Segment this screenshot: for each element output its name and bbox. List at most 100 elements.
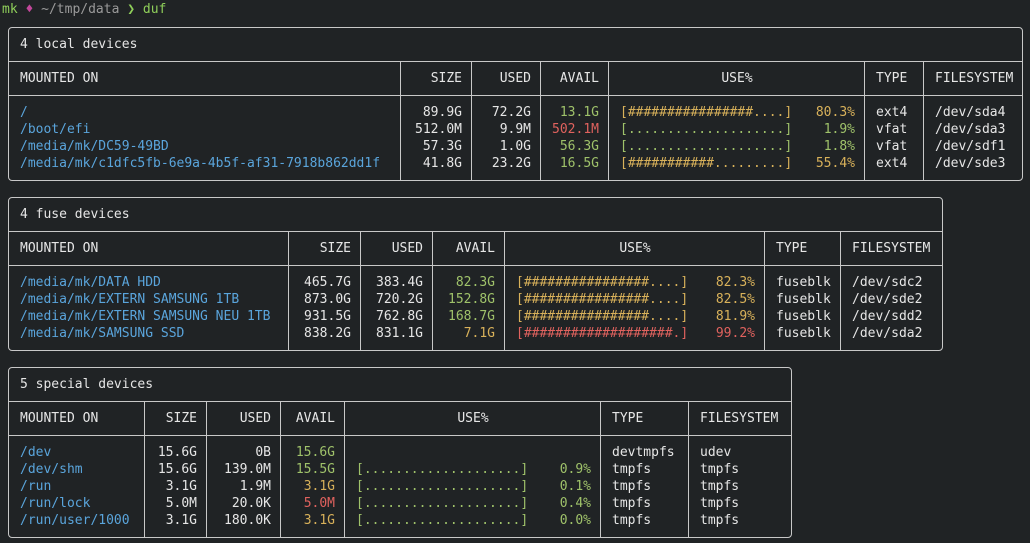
column-header-filesystem[interactable]: FILESYSTEM	[935, 71, 1014, 86]
prompt-command: duf	[142, 2, 167, 17]
cell-filesystem: tmpfs	[700, 513, 740, 528]
usage-percent: 80.3%	[815, 105, 855, 120]
title-separator	[9, 61, 1022, 62]
usage-bar: [################....]	[516, 309, 689, 324]
usage-bar: [....................]	[356, 462, 529, 477]
cell-size: 3.1G	[165, 513, 197, 528]
column-header-use[interactable]: USE%	[457, 411, 489, 426]
cell-size: 15.6G	[157, 445, 197, 460]
cell-used: 139.0M	[224, 462, 271, 477]
cell-used: 1.9M	[239, 479, 271, 494]
column-separator	[471, 61, 472, 180]
column-header-use[interactable]: USE%	[721, 71, 753, 86]
cell-filesystem: /dev/sdf1	[935, 139, 1006, 154]
cell-avail: 16.5G	[559, 156, 599, 171]
mount-path[interactable]: /dev/shm	[20, 462, 83, 477]
usage-bar: [....................]	[620, 139, 793, 154]
usage-bar: [....................]	[356, 479, 529, 494]
mount-path[interactable]: /media/mk/SAMSUNG SSD	[20, 326, 185, 341]
header-separator	[9, 435, 791, 436]
cell-filesystem: tmpfs	[700, 479, 740, 494]
cell-type: tmpfs	[612, 462, 652, 477]
usage-percent: 0.9%	[559, 462, 591, 477]
usage-bar: [################....]	[516, 275, 689, 290]
usage-percent: 1.9%	[823, 122, 855, 137]
cell-size: 931.5G	[304, 309, 351, 324]
cell-size: 3.1G	[165, 479, 197, 494]
cell-size: 57.3G	[422, 139, 462, 154]
cell-avail: 3.1G	[303, 479, 335, 494]
cell-filesystem: /dev/sda2	[852, 326, 923, 341]
cell-avail: 13.1G	[559, 105, 599, 120]
column-separator	[764, 231, 765, 350]
column-header-filesystem[interactable]: FILESYSTEM	[852, 241, 931, 256]
column-header-size[interactable]: SIZE	[430, 71, 462, 86]
cell-size: 465.7G	[304, 275, 351, 290]
column-header-mount[interactable]: MOUNTED ON	[20, 411, 99, 426]
cell-size: 41.8G	[422, 156, 462, 171]
column-header-used[interactable]: USED	[391, 241, 423, 256]
header-separator	[9, 95, 1022, 96]
cell-filesystem: udev	[700, 445, 732, 460]
column-header-type[interactable]: TYPE	[876, 71, 908, 86]
mount-path[interactable]: /	[20, 105, 28, 120]
usage-bar: [################....]	[516, 292, 689, 307]
mount-path[interactable]: /media/mk/EXTERN SAMSUNG 1TB	[20, 292, 240, 307]
column-header-type[interactable]: TYPE	[776, 241, 808, 256]
fuse-devices-title: 4 fuse devices	[20, 207, 130, 222]
usage-bar: [################....]	[620, 105, 793, 120]
mount-path[interactable]: /run/lock	[20, 496, 91, 511]
column-separator	[608, 61, 609, 180]
cell-avail: 3.1G	[303, 513, 335, 528]
column-header-size[interactable]: SIZE	[165, 411, 197, 426]
cell-type: fuseblk	[776, 309, 831, 324]
usage-percent: 0.1%	[559, 479, 591, 494]
mount-path[interactable]: /media/mk/DATA HDD	[20, 275, 161, 290]
mount-path[interactable]: /run	[20, 479, 52, 494]
column-separator	[923, 61, 924, 180]
usage-bar: [....................]	[620, 122, 793, 137]
cell-filesystem: /dev/sda3	[935, 122, 1006, 137]
cell-used: 762.8G	[376, 309, 423, 324]
cell-avail: 7.1G	[463, 326, 495, 341]
cell-used: 831.1G	[376, 326, 423, 341]
cell-filesystem: /dev/sde2	[852, 292, 923, 307]
cell-type: fuseblk	[776, 292, 831, 307]
usage-percent: 0.4%	[559, 496, 591, 511]
shell-prompt: mk ♦ ~/tmp/data ❯ duf	[2, 1, 166, 19]
column-header-use[interactable]: USE%	[619, 241, 651, 256]
mount-path[interactable]: /media/mk/EXTERN SAMSUNG NEU 1TB	[20, 309, 271, 324]
mount-path[interactable]: /media/mk/DC59-49BD	[20, 139, 169, 154]
column-separator	[504, 231, 505, 350]
cell-filesystem: /dev/sda4	[935, 105, 1006, 120]
cell-type: fuseblk	[776, 275, 831, 290]
column-header-used[interactable]: USED	[239, 411, 271, 426]
mount-path[interactable]: /dev	[20, 445, 52, 460]
special-devices-title: 5 special devices	[20, 377, 154, 392]
cell-type: devtmpfs	[612, 445, 675, 460]
header-separator	[9, 265, 942, 266]
mount-path[interactable]: /media/mk/c1dfc5fb-6e9a-4b5f-af31-7918b8…	[20, 156, 381, 171]
cell-used: 1.0G	[499, 139, 531, 154]
column-header-filesystem[interactable]: FILESYSTEM	[700, 411, 779, 426]
column-header-avail[interactable]: AVAIL	[295, 411, 335, 426]
cell-used: 9.9M	[499, 122, 531, 137]
column-separator	[688, 401, 689, 537]
mount-path[interactable]: /boot/efi	[20, 122, 91, 137]
column-separator	[432, 231, 433, 350]
column-header-avail[interactable]: AVAIL	[455, 241, 495, 256]
cell-size: 838.2G	[304, 326, 351, 341]
column-header-avail[interactable]: AVAIL	[559, 71, 599, 86]
column-header-mount[interactable]: MOUNTED ON	[20, 241, 99, 256]
usage-percent: 55.4%	[815, 156, 855, 171]
cell-type: ext4	[876, 105, 908, 120]
column-header-mount[interactable]: MOUNTED ON	[20, 71, 99, 86]
column-header-size[interactable]: SIZE	[319, 241, 351, 256]
cell-filesystem: /dev/sdc2	[852, 275, 923, 290]
usage-percent: 99.2%	[715, 326, 755, 341]
column-header-used[interactable]: USED	[499, 71, 531, 86]
cell-used: 23.2G	[491, 156, 531, 171]
mount-path[interactable]: /run/user/1000	[20, 513, 130, 528]
column-separator	[344, 401, 345, 537]
column-header-type[interactable]: TYPE	[612, 411, 644, 426]
